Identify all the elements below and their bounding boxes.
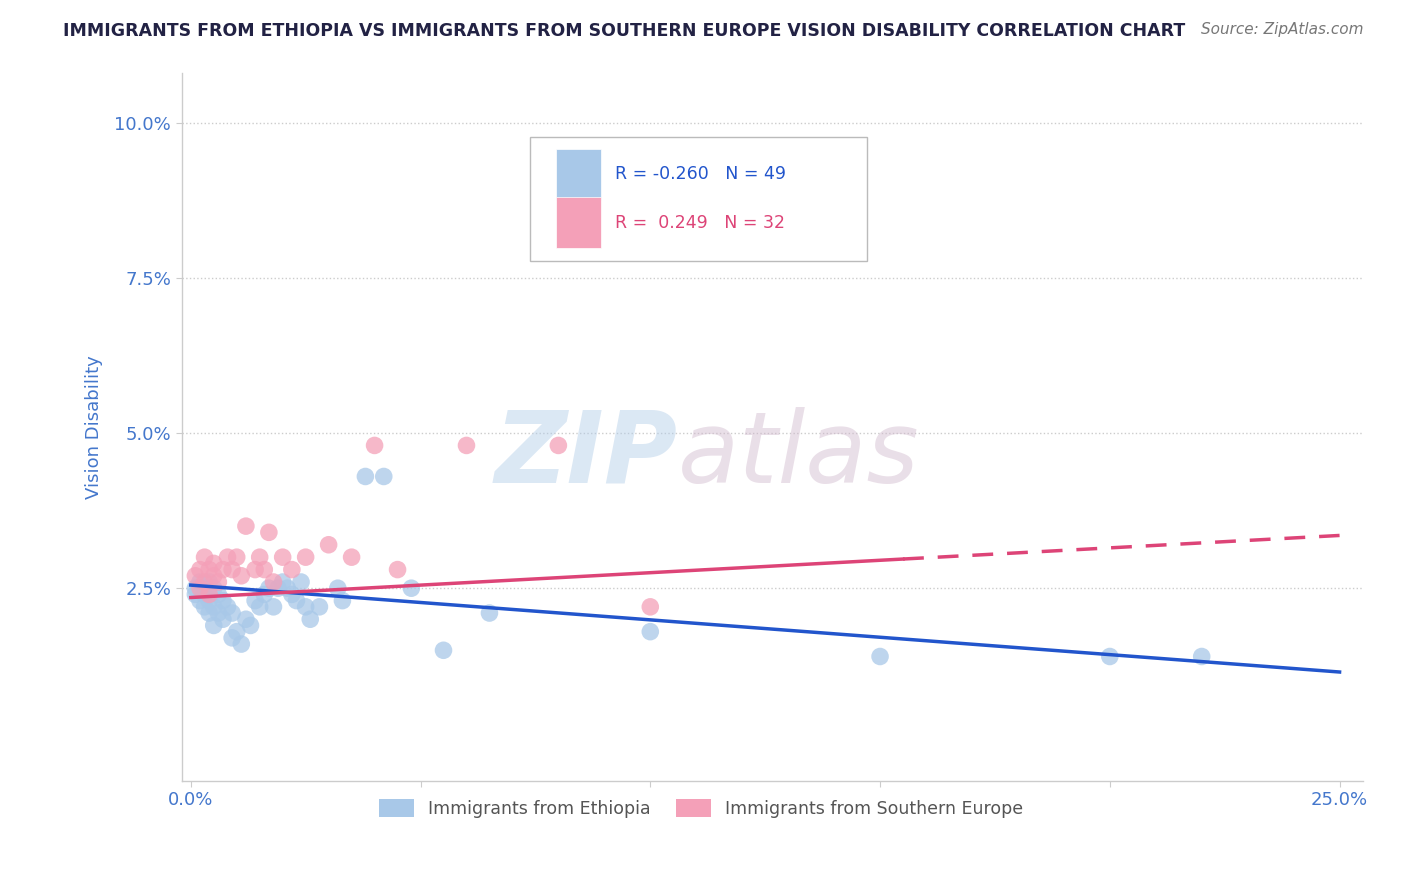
Point [243, 563, 266, 577]
Text: IMMIGRANTS FROM ETHIOPIA VS IMMIGRANTS FROM SOUTHERN EUROPE VISION DISABILITY CO: IMMIGRANTS FROM ETHIOPIA VS IMMIGRANTS F… [63, 22, 1185, 40]
Point [207, 574, 229, 589]
Point [249, 599, 271, 614]
Point [188, 593, 211, 607]
Legend: Immigrants from Ethiopia, Immigrants from Southern Europe: Immigrants from Ethiopia, Immigrants fro… [373, 792, 1031, 825]
Point [318, 538, 340, 552]
Point [217, 599, 239, 614]
Point [281, 563, 304, 577]
Bar [555, 149, 600, 200]
Point [198, 593, 221, 607]
Point [198, 574, 221, 589]
Bar [555, 197, 600, 248]
Point [267, 581, 290, 595]
Point [778, 202, 800, 217]
Point [239, 618, 262, 632]
Point [547, 438, 569, 452]
Point [432, 643, 454, 657]
Point [243, 593, 266, 607]
Point [198, 587, 221, 601]
Point [202, 581, 225, 595]
Point [202, 557, 225, 571]
Point [869, 649, 891, 664]
Point [1191, 649, 1213, 664]
Point [198, 606, 221, 620]
Point [478, 606, 501, 620]
Point [231, 637, 253, 651]
Point [188, 563, 211, 577]
Point [202, 618, 225, 632]
Point [271, 550, 294, 565]
Point [221, 631, 243, 645]
Text: Source: ZipAtlas.com: Source: ZipAtlas.com [1201, 22, 1364, 37]
Point [354, 469, 377, 483]
Point [332, 593, 354, 607]
Point [221, 606, 243, 620]
Point [290, 574, 312, 589]
Point [271, 574, 294, 589]
Point [193, 599, 215, 614]
Point [308, 599, 330, 614]
Point [202, 569, 225, 583]
Point [225, 624, 247, 639]
Point [188, 574, 211, 589]
Point [193, 574, 215, 589]
Point [212, 563, 235, 577]
Point [217, 550, 239, 565]
Point [198, 563, 221, 577]
Point [456, 438, 478, 452]
Point [221, 563, 243, 577]
Point [363, 438, 385, 452]
Point [257, 581, 280, 595]
Point [257, 525, 280, 540]
Point [188, 581, 211, 595]
Point [263, 599, 285, 614]
Point [202, 599, 225, 614]
Point [276, 581, 298, 595]
Point [281, 587, 304, 601]
Point [184, 587, 207, 601]
Point [326, 581, 349, 595]
Point [193, 550, 215, 565]
Text: R = -0.260   N = 49: R = -0.260 N = 49 [614, 165, 786, 184]
Point [193, 587, 215, 601]
Text: ZIP: ZIP [495, 407, 678, 504]
Point [640, 624, 662, 639]
Point [294, 550, 316, 565]
Text: R =  0.249   N = 32: R = 0.249 N = 32 [614, 214, 785, 232]
Point [212, 593, 235, 607]
Point [285, 593, 308, 607]
Point [1098, 649, 1121, 664]
Point [640, 599, 662, 614]
Point [263, 574, 285, 589]
Point [207, 587, 229, 601]
Point [235, 519, 257, 533]
Point [253, 587, 276, 601]
Text: atlas: atlas [678, 407, 920, 504]
Point [212, 612, 235, 626]
Point [401, 581, 423, 595]
Point [249, 550, 271, 565]
FancyBboxPatch shape [530, 136, 866, 260]
Point [235, 612, 257, 626]
Point [253, 563, 276, 577]
Point [184, 581, 207, 595]
Point [231, 569, 253, 583]
Point [207, 606, 229, 620]
Point [373, 469, 395, 483]
Point [299, 612, 322, 626]
Point [184, 569, 207, 583]
Point [225, 550, 247, 565]
Point [340, 550, 363, 565]
Point [387, 563, 409, 577]
Y-axis label: Vision Disability: Vision Disability [86, 355, 103, 499]
Point [193, 581, 215, 595]
Point [294, 599, 316, 614]
